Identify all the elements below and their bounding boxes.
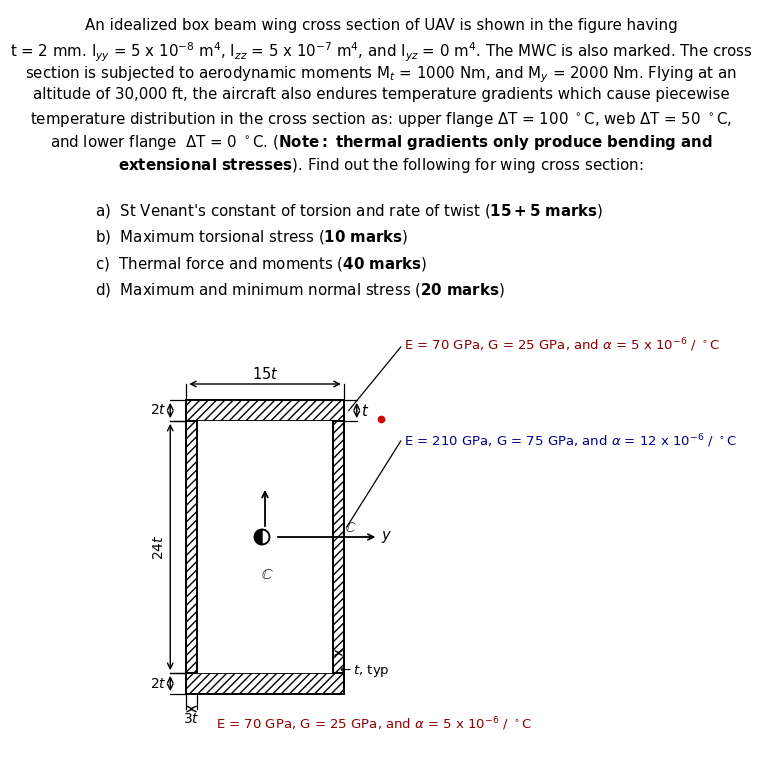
- Text: temperature distribution in the cross section as: upper flange $\Delta$T = 100 $: temperature distribution in the cross se…: [30, 110, 732, 129]
- Text: $24t$: $24t$: [153, 534, 166, 560]
- Text: section is subjected to aerodynamic moments M$_t$ = 1000 Nm, and M$_y$ = 2000 Nm: section is subjected to aerodynamic mome…: [25, 64, 737, 84]
- Text: E = 210 GPa, G = 75 GPa, and $\alpha$ = 12 x 10$^{-6}$ / $^\circ$C: E = 210 GPa, G = 75 GPa, and $\alpha$ = …: [404, 432, 736, 450]
- Text: altitude of 30,000 ft, the aircraft also endures temperature gradients which cau: altitude of 30,000 ft, the aircraft also…: [33, 87, 729, 102]
- Text: E = 70 GPa, G = 25 GPa, and $\alpha$ = 5 x 10$^{-6}$ / $^\circ$C: E = 70 GPa, G = 25 GPa, and $\alpha$ = 5…: [404, 336, 720, 354]
- Text: $\mathbf{extensional\ stresses}$). Find out the following for wing cross section: $\mathbf{extensional\ stresses}$). Find …: [118, 156, 644, 175]
- Text: c)  Thermal force and moments ($\mathbf{40\ marks}$): c) Thermal force and moments ($\mathbf{4…: [95, 255, 427, 273]
- Text: t = 2 mm. I$_{yy}$ = 5 x 10$^{-8}$ m$^4$, I$_{zz}$ = 5 x 10$^{-7}$ m$^4$, and I$: t = 2 mm. I$_{yy}$ = 5 x 10$^{-8}$ m$^4$…: [10, 41, 752, 64]
- Text: $2t$: $2t$: [150, 676, 166, 690]
- Bar: [333, 421, 344, 673]
- Polygon shape: [262, 529, 269, 544]
- Text: d)  Maximum and minimum normal stress ($\mathbf{20\ marks}$): d) Maximum and minimum normal stress ($\…: [95, 282, 505, 300]
- Text: a)  St Venant's constant of torsion and rate of twist ($\mathbf{15 + 5\ marks}$): a) St Venant's constant of torsion and r…: [95, 202, 604, 220]
- Text: $2t$: $2t$: [150, 403, 166, 417]
- Text: $\leftarrow t$, typ: $\leftarrow t$, typ: [337, 663, 390, 679]
- Bar: [186, 400, 344, 421]
- Text: E = 70 GPa, G = 25 GPa, and $\alpha$ = 5 x 10$^{-6}$ / $^\circ$C: E = 70 GPa, G = 25 GPa, and $\alpha$ = 5…: [216, 715, 532, 733]
- Text: and lower flange  $\Delta$T = 0 $^\circ$C. ($\mathbf{Note:\ thermal\ gradients\ : and lower flange $\Delta$T = 0 $^\circ$C…: [50, 133, 713, 152]
- Text: $3t$: $3t$: [183, 712, 200, 726]
- Bar: [186, 673, 344, 694]
- Text: $y$: $y$: [382, 529, 392, 545]
- Text: $\Delta z$: $\Delta z$: [269, 471, 288, 485]
- Text: An idealized box beam wing cross section of UAV is shown in the figure having: An idealized box beam wing cross section…: [85, 18, 678, 33]
- Bar: [197, 421, 333, 673]
- Text: $15t$: $15t$: [252, 366, 278, 382]
- Polygon shape: [255, 529, 262, 544]
- Text: b)  Maximum torsional stress ($\mathbf{10\ marks}$): b) Maximum torsional stress ($\mathbf{10…: [95, 228, 408, 246]
- Text: $\mathbb{C}$: $\mathbb{C}$: [346, 521, 357, 535]
- Bar: [186, 421, 197, 673]
- Text: $t$: $t$: [361, 402, 369, 419]
- Text: $\mathbb{C}$: $\mathbb{C}$: [261, 567, 273, 582]
